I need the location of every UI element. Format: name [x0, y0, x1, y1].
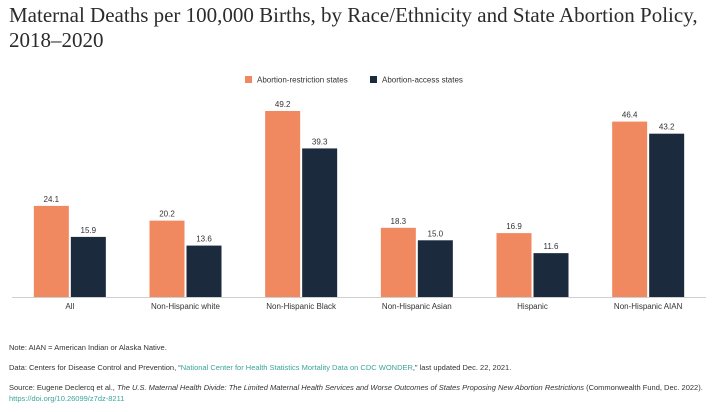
source-prefix: Source: Eugene Declercq et al.,	[9, 383, 117, 392]
value-label: 18.3	[391, 217, 407, 226]
value-label: 15.9	[81, 226, 97, 235]
value-label: 20.2	[159, 210, 175, 219]
value-label: 13.6	[196, 235, 212, 244]
bar-restriction	[496, 233, 532, 297]
value-label: 24.1	[44, 195, 60, 204]
x-tick-label: Hispanic	[517, 302, 548, 311]
data-prefix: Data: Centers for Disease Control and Pr…	[9, 363, 181, 372]
value-label: 46.4	[622, 111, 638, 120]
source-suffix: (Commonwealth Fund, Dec. 2022).	[584, 383, 703, 392]
bar-restriction	[612, 121, 648, 298]
value-label: 39.3	[312, 137, 328, 146]
data-suffix: ,” last updated Dec. 22, 2021.	[412, 363, 512, 372]
bar-restriction	[149, 220, 185, 297]
x-axis-labels: All Non-Hispanic white Non-Hispanic Black N…	[65, 302, 682, 311]
footnote-source: Source: Eugene Declercq et al., The U.S.…	[9, 382, 709, 404]
footnote-data: Data: Centers for Disease Control and Pr…	[9, 362, 709, 373]
bar-chart: Abortion-restriction states Abortion-acce…	[12, 76, 706, 311]
legend-swatch	[370, 76, 377, 83]
bar-restriction	[265, 111, 301, 297]
x-tick-label: Non-Hispanic Asian	[382, 302, 452, 311]
bar-access	[70, 236, 106, 297]
footnote-note: Note: AIAN = American Indian or Alaska N…	[9, 342, 709, 353]
value-label: 49.2	[275, 100, 291, 109]
data-link[interactable]: National Center for Health Statistics Mo…	[180, 363, 413, 372]
value-label: 43.2	[659, 123, 675, 132]
bars: 24.1 15.9 20.2 13.6 49.2 39.3 18.3 15.0 16.9 11.6…	[33, 100, 685, 298]
chart-title: Maternal Deaths per 100,000 Births, by R…	[9, 3, 698, 52]
bar-access	[533, 253, 569, 297]
x-tick-label: Non-Hispanic AIAN	[614, 302, 683, 311]
x-tick-label: All	[65, 302, 74, 311]
bar-access	[417, 240, 453, 297]
source-title: The U.S. Maternal Health Divide: The Lim…	[116, 383, 584, 392]
legend-label: Abortion-access states	[382, 76, 463, 85]
value-label: 16.9	[506, 222, 522, 231]
bar-access	[649, 133, 685, 297]
value-label: 15.0	[428, 229, 444, 238]
source-link[interactable]: https://doi.org/10.26099/z7dz-8211	[9, 394, 125, 403]
bar-restriction	[33, 205, 69, 297]
bar-access	[186, 245, 222, 297]
bar-access	[302, 148, 338, 297]
bar-restriction	[380, 227, 416, 297]
legend-label: Abortion-restriction states	[257, 76, 348, 85]
x-tick-label: Non-Hispanic Black	[266, 302, 337, 311]
x-tick-label: Non-Hispanic white	[151, 302, 220, 311]
note-text: Note: AIAN = American Indian or Alaska N…	[9, 343, 167, 352]
value-label: 11.6	[544, 242, 560, 251]
legend-swatch	[245, 76, 252, 83]
legend: Abortion-restriction states Abortion-acce…	[245, 76, 463, 85]
